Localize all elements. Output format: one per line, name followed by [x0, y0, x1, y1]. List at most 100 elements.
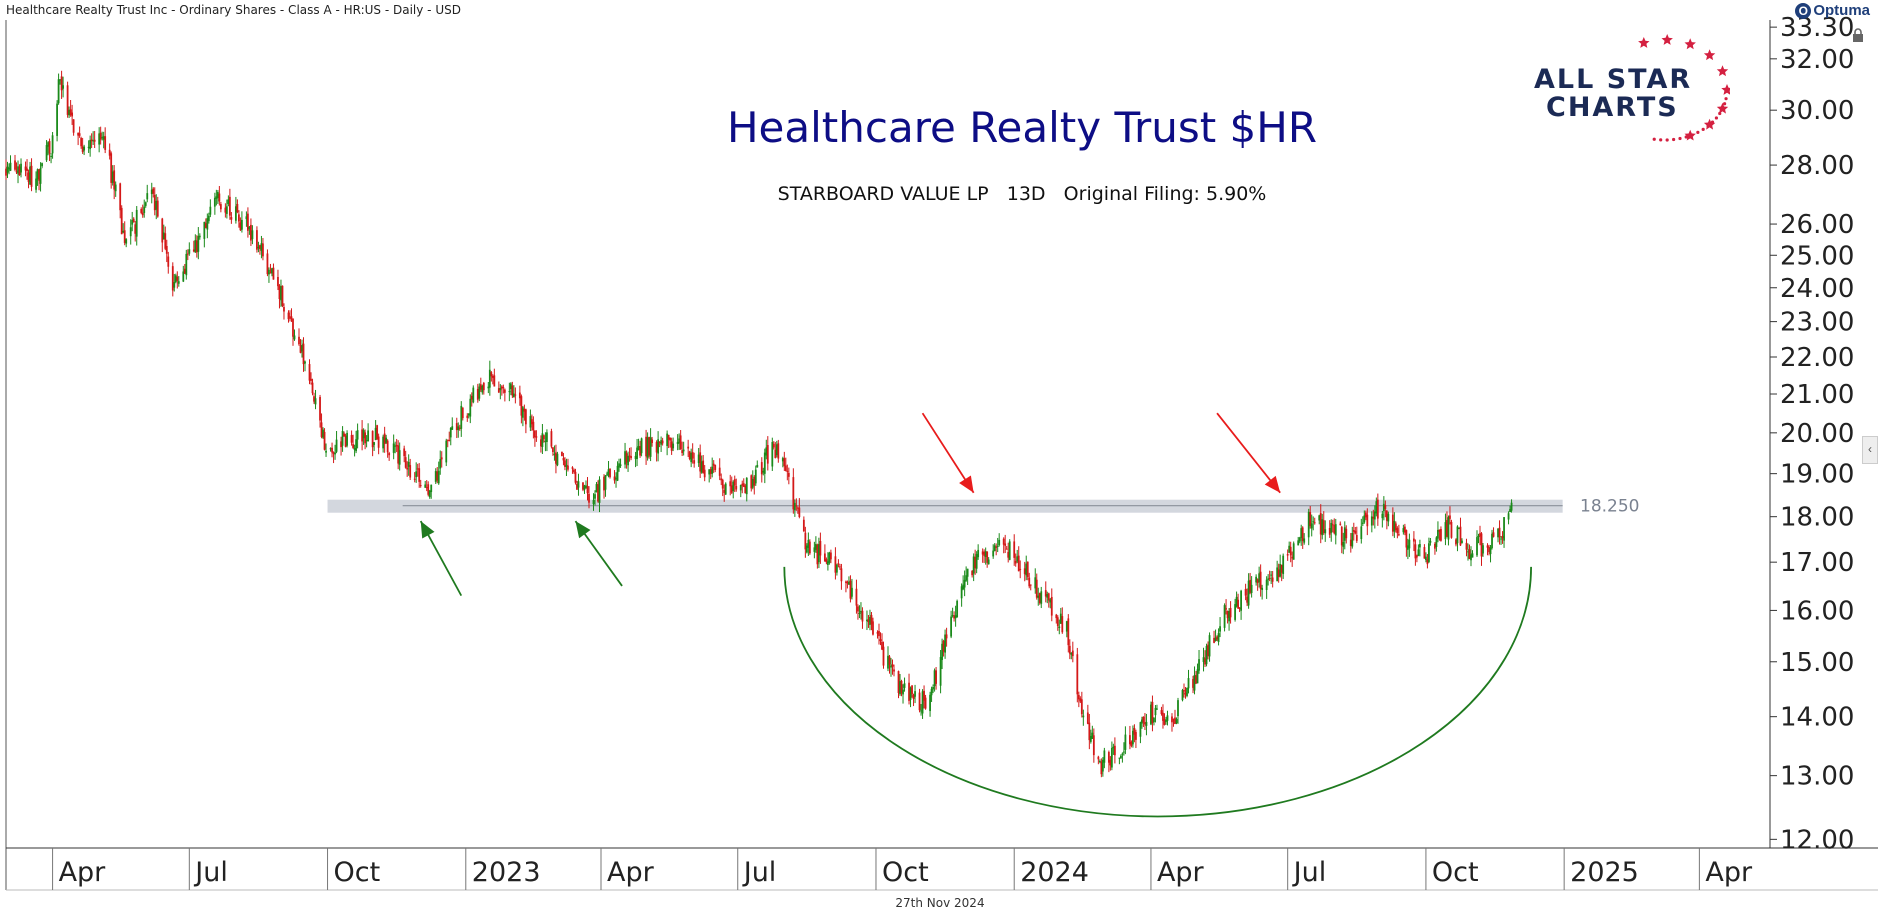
- candle-body: [1267, 578, 1270, 580]
- candle-body: [766, 445, 769, 464]
- candle-body: [923, 690, 925, 701]
- candle-body: [741, 483, 744, 486]
- x-tick-label: 2025: [1570, 857, 1639, 888]
- x-tick-label: 2023: [472, 857, 541, 888]
- y-tick-label: 23.00: [1780, 308, 1854, 338]
- candle-body: [132, 218, 135, 222]
- candle-body: [1061, 616, 1064, 633]
- candle-body: [893, 669, 895, 672]
- candle-body: [171, 266, 174, 291]
- candle-body: [497, 388, 500, 393]
- candle-body: [51, 135, 54, 154]
- candle-body: [963, 579, 966, 588]
- candle-body: [1313, 522, 1316, 524]
- candle-body: [482, 382, 485, 391]
- candle-body: [1277, 569, 1280, 577]
- candle-body: [1184, 692, 1187, 695]
- y-tick-label: 32.00: [1780, 45, 1854, 75]
- candle-body: [259, 245, 261, 249]
- candle-body: [398, 450, 401, 465]
- candle-body: [293, 335, 296, 340]
- logo-dot: [1724, 97, 1728, 101]
- x-tick-label: Apr: [1157, 857, 1205, 888]
- candle-body: [796, 507, 799, 509]
- candle-body: [1396, 528, 1399, 534]
- candle-body: [425, 487, 428, 489]
- candle-body: [1225, 608, 1227, 610]
- candle-body: [439, 459, 442, 469]
- candle-body: [721, 479, 724, 489]
- candle-body: [556, 453, 559, 466]
- candle-body: [272, 267, 275, 280]
- candle-body: [869, 616, 871, 625]
- logo-dot: [1684, 135, 1688, 139]
- candle-body: [724, 483, 727, 495]
- candle-body: [774, 449, 777, 458]
- y-tick-label: 24.00: [1780, 274, 1854, 304]
- candle-body: [1438, 529, 1441, 532]
- candle-body: [81, 146, 84, 152]
- candle-body: [1216, 636, 1218, 640]
- chevron-left-icon[interactable]: ‹: [1862, 436, 1878, 464]
- candle-body: [281, 285, 284, 306]
- candle-body: [1370, 516, 1373, 526]
- candle-body: [434, 471, 437, 482]
- candle-body: [879, 639, 882, 642]
- candle-body: [1183, 690, 1185, 692]
- candle-body: [1113, 745, 1116, 756]
- candle-body: [271, 268, 273, 274]
- candle-body: [616, 465, 619, 481]
- candle-body: [78, 133, 81, 136]
- candle-body: [646, 437, 649, 458]
- candle-body: [739, 485, 742, 491]
- candle-body: [1124, 734, 1127, 750]
- candle-body: [974, 556, 977, 569]
- candle-body: [1100, 761, 1103, 775]
- candle-body: [218, 193, 221, 202]
- candle-body: [1040, 591, 1043, 604]
- y-tick-label: 21.00: [1780, 380, 1854, 410]
- lock-icon[interactable]: [1851, 28, 1865, 42]
- candle-body: [1086, 712, 1089, 724]
- candle-body: [83, 146, 86, 151]
- candle-body: [1144, 722, 1146, 725]
- candle-body: [573, 469, 575, 473]
- candle-body: [430, 484, 433, 493]
- candle-body: [77, 132, 80, 136]
- candlestick-series: [5, 70, 1513, 778]
- candle-body: [708, 469, 711, 475]
- candle-body: [1500, 538, 1502, 540]
- candle-body: [448, 440, 451, 442]
- candle-body: [1361, 522, 1364, 524]
- candle-body: [437, 470, 440, 484]
- candle-body: [460, 405, 463, 429]
- time-axis[interactable]: Apr Jul Oct 2023 Apr Jul Oct 2024 Apr Jul Oct 2025 A…: [52, 848, 1753, 890]
- candle-body: [1205, 646, 1208, 665]
- candle-body: [48, 141, 51, 154]
- candle-body: [290, 316, 293, 320]
- candle-body: [490, 372, 493, 377]
- candle-body: [627, 455, 629, 466]
- candle-body: [995, 546, 998, 548]
- candle-body: [1056, 617, 1059, 626]
- candle-body: [553, 453, 556, 455]
- candle-body: [1208, 635, 1211, 657]
- candle-body: [343, 433, 345, 437]
- x-tick-label: Apr: [59, 857, 107, 888]
- chart-title: Healthcare Realty Trust $HR: [726, 103, 1318, 152]
- candle-body: [8, 167, 10, 169]
- candle-body: [732, 481, 735, 491]
- candle-body: [262, 243, 264, 257]
- candle-body: [1035, 579, 1038, 598]
- candle-body: [1247, 580, 1250, 606]
- candle-body: [203, 221, 206, 239]
- logo-dot: [1714, 116, 1719, 120]
- y-tick-label: 25.00: [1780, 241, 1854, 271]
- candle-body: [101, 137, 104, 139]
- candle-body: [1008, 541, 1011, 560]
- candle-body: [1303, 538, 1306, 543]
- candle-body: [1340, 526, 1343, 546]
- candle-body: [699, 452, 702, 472]
